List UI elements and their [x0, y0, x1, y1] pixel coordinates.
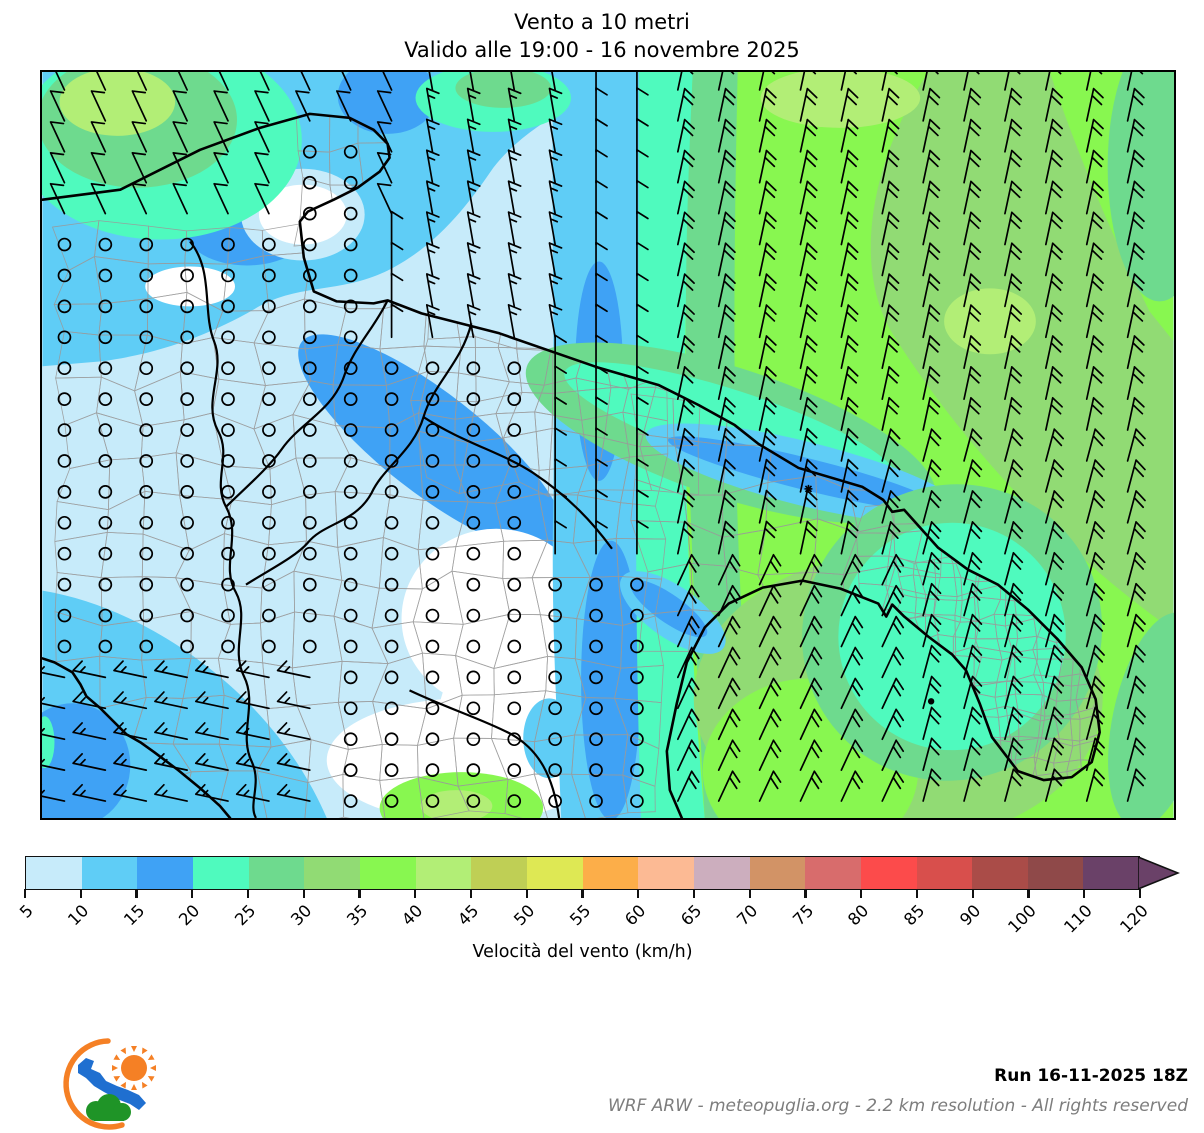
- colorbar-ticks: [23, 889, 1142, 899]
- colorbar-tick-label: 110: [1059, 901, 1096, 937]
- colorbar-tick: [191, 889, 194, 898]
- colorbar-segments: [25, 856, 1140, 890]
- colorbar-segment: [749, 857, 806, 889]
- colorbar-segment: [526, 857, 583, 889]
- colorbar-tick: [971, 889, 974, 898]
- crescent-icon: [63, 1038, 125, 1130]
- colorbar-tick-label: 50: [509, 901, 539, 930]
- colorbar-tick-label: 45: [454, 901, 483, 930]
- colorbar-tick-label: 70: [732, 901, 762, 930]
- colorbar-segment: [805, 857, 861, 889]
- colorbar-tick: [414, 889, 417, 898]
- colorbar-tick: [581, 889, 584, 898]
- colorbar-tick: [302, 889, 305, 898]
- colorbar-tick-label: 100: [1004, 901, 1040, 937]
- wind-map: [40, 70, 1176, 820]
- colorbar-tick-label: 60: [621, 901, 650, 930]
- meteopuglia-logo: [42, 1036, 172, 1132]
- colorbar-tick-label: 55: [565, 901, 594, 930]
- colorbar-segment: [972, 857, 1028, 889]
- run-info: Run 16-11-2025 18Z: [994, 1066, 1188, 1086]
- colorbar-segment: [471, 857, 527, 889]
- wind-speed-field: [42, 72, 1174, 818]
- colorbar-tick: [1083, 889, 1086, 898]
- city-marker: [804, 484, 935, 705]
- colorbar-tick: [748, 889, 751, 898]
- attribution: WRF ARW - meteopuglia.org - 2.2 km resol…: [608, 1096, 1188, 1116]
- colorbar-segment: [415, 857, 472, 889]
- colorbar-segment: [582, 857, 639, 889]
- colorbar-tick-label: 10: [63, 901, 93, 930]
- colorbar-tick: [860, 889, 863, 898]
- colorbar-tick: [1138, 889, 1142, 898]
- colorbar-tick-label: 85: [900, 901, 929, 930]
- colorbar-axis-label: Velocità del vento (km/h): [472, 942, 693, 962]
- colorbar-tick-label: 35: [342, 901, 371, 930]
- colorbar-segment: [1083, 857, 1140, 889]
- colorbar-segment: [693, 857, 750, 889]
- colorbar-tick-label: 5: [15, 901, 37, 922]
- colorbar-segment: [304, 857, 360, 889]
- colorbar-segment: [192, 857, 249, 889]
- colorbar-arrow: [1138, 856, 1180, 890]
- colorbar-tick: [692, 889, 696, 898]
- colorbar-tick-label: 75: [788, 901, 817, 930]
- colorbar-segment: [860, 857, 917, 889]
- colorbar-tick-label: 80: [844, 901, 873, 930]
- colorbar-tick-label: 120: [1115, 901, 1152, 937]
- colorbar-tick-label: 65: [677, 901, 706, 930]
- map-title-line2: Valido alle 19:00 - 16 novembre 2025: [404, 38, 800, 62]
- colorbar-tick: [637, 889, 640, 898]
- colorbar-tick-label: 25: [231, 901, 260, 930]
- colorbar-segment: [359, 857, 416, 889]
- colorbar-segment: [137, 857, 193, 889]
- colorbar-tick: [79, 889, 82, 898]
- colorbar-tick: [23, 889, 27, 898]
- colorbar-segment: [1027, 857, 1084, 889]
- wind-barbs: [42, 72, 1146, 808]
- colorbar: [25, 856, 1140, 890]
- colorbar-tick: [525, 889, 528, 898]
- colorbar-segment: [638, 857, 694, 889]
- colorbar-segment: [248, 857, 305, 889]
- page-title: Vento a 10 metri Valido alle 19:00 - 16 …: [0, 8, 1204, 64]
- colorbar-tick: [246, 889, 250, 898]
- colorbar-tick-label: 15: [119, 901, 148, 930]
- cloud-icon: [86, 1094, 131, 1121]
- colorbar-segment: [26, 857, 82, 889]
- colorbar-tick: [915, 889, 919, 898]
- colorbar-segment: [916, 857, 973, 889]
- wind-map-canvas: [42, 72, 1174, 818]
- colorbar-tick-label: 90: [955, 901, 985, 930]
- colorbar-segment: [81, 857, 138, 889]
- colorbar-tick-label: 40: [398, 901, 427, 930]
- sun-icon: [112, 1046, 156, 1090]
- puglia-region-shape: [78, 1058, 146, 1110]
- colorbar-tick: [135, 889, 138, 898]
- map-title-line1: Vento a 10 metri: [514, 10, 690, 34]
- colorbar-tick: [1027, 889, 1030, 898]
- colorbar-tick: [358, 889, 361, 898]
- colorbar-tick: [469, 889, 473, 898]
- colorbar-tick-label: 20: [175, 901, 204, 930]
- colorbar-tick-label: 30: [286, 901, 316, 930]
- colorbar-tick: [804, 889, 807, 898]
